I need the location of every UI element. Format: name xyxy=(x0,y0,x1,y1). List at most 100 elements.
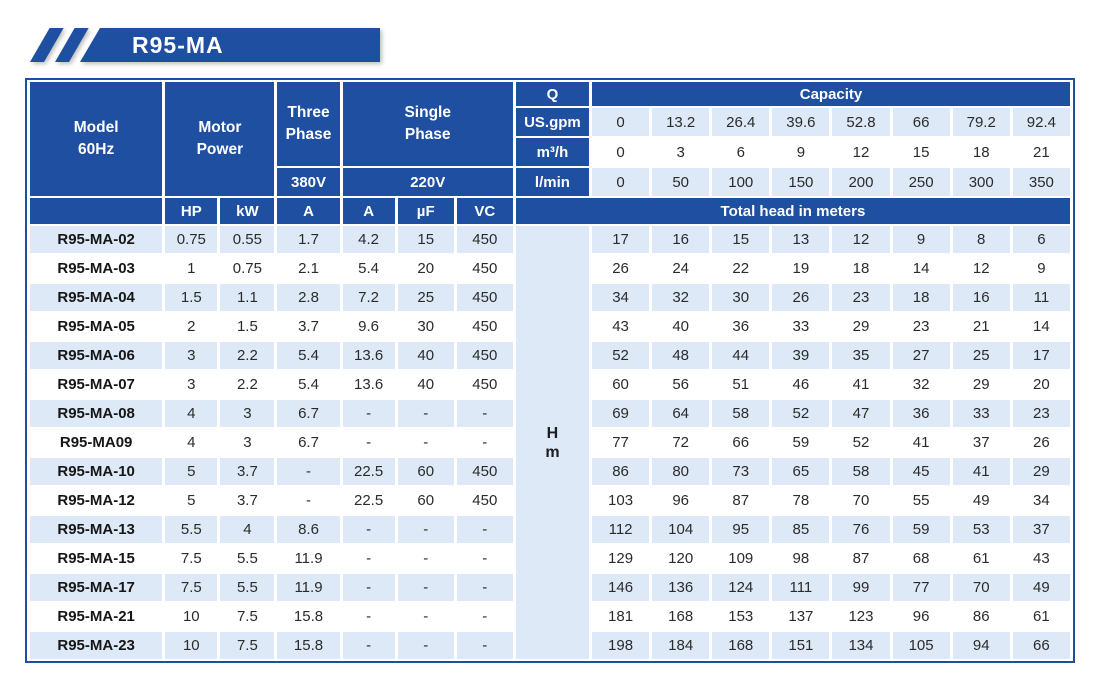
spec-value-cell: 15.8 xyxy=(293,608,324,625)
head-value-cell: 96 xyxy=(912,608,930,625)
spec-value-cell: 40 xyxy=(397,342,454,369)
spec-value-cell: - xyxy=(342,516,395,543)
flow-unit-label: l/min xyxy=(515,168,589,196)
subheader-a-220: A xyxy=(342,198,395,224)
head-value-cell: 151 xyxy=(772,632,830,659)
head-value-cell: 11 xyxy=(1012,284,1070,311)
head-value-cell: 44 xyxy=(712,342,770,369)
head-value-cell: 41 xyxy=(852,376,870,393)
spec-value-cell: 7.2 xyxy=(342,284,395,311)
spec-value-cell: - xyxy=(342,400,395,427)
single-phase-header-cell: Single Phase xyxy=(342,82,513,166)
spec-value-cell: - xyxy=(456,400,513,427)
capacity-value-cell: 92.4 xyxy=(1012,108,1070,136)
head-value-cell: 26 xyxy=(612,260,629,277)
motor-power-header-cell: Motor Power xyxy=(165,82,275,196)
head-value-cell: 69 xyxy=(592,400,650,427)
model-cell: R95-MA-13 xyxy=(30,516,163,543)
capacity-value-cell: 0 xyxy=(592,168,650,196)
spec-value-cell: 450 xyxy=(456,226,513,253)
spec-value-cell: 5 xyxy=(187,492,196,509)
subheader-uf: µF xyxy=(397,198,454,224)
head-value-cell: 40 xyxy=(672,318,689,335)
capacity-value-cell: 9 xyxy=(796,143,806,161)
head-value-cell: 29 xyxy=(972,376,990,393)
head-value-cell: 46 xyxy=(792,376,810,393)
spec-value-cell: 20 xyxy=(417,260,435,277)
head-value-cell: 24 xyxy=(672,260,689,277)
head-value-cell: 87 xyxy=(732,492,750,509)
head-value-cell: 45 xyxy=(892,458,950,485)
capacity-value-cell: 12 xyxy=(852,143,870,161)
head-value-cell: 168 xyxy=(668,608,694,625)
table-row: R95-MA-05 2 1.5 3.7 9.6 30 450 43 40 36 33 29 23 21 14 xyxy=(30,313,1070,340)
model-cell: R95-MA-12 xyxy=(57,492,135,509)
head-value-cell: 33 xyxy=(952,400,1010,427)
capacity-value-cell: 21 xyxy=(1033,143,1050,161)
head-value-cell: 109 xyxy=(728,550,754,567)
spec-value-cell: 7.5 xyxy=(236,608,258,625)
model-header-cell: Model 60Hz xyxy=(30,82,163,196)
spec-value-cell: - xyxy=(397,400,454,427)
head-value-cell: 73 xyxy=(712,458,770,485)
spec-value-cell: 450 xyxy=(456,458,513,485)
three-phase-line1: Three xyxy=(287,104,330,121)
head-value-cell: 94 xyxy=(952,632,1010,659)
spec-value-cell: - xyxy=(456,632,513,659)
model-cell: R95-MA-07 xyxy=(57,376,135,393)
head-value-cell: 61 xyxy=(972,550,990,567)
spec-value-cell: - xyxy=(277,458,340,485)
spec-value-cell: 8.6 xyxy=(277,516,340,543)
head-value-cell: 168 xyxy=(712,632,770,659)
spec-value-cell: 7.5 xyxy=(180,550,202,567)
head-unit-line1: H xyxy=(546,424,559,442)
spec-value-cell: 3.7 xyxy=(298,318,319,335)
head-value-cell: 153 xyxy=(728,608,754,625)
subheader-row: HP kW A A µF VC Total head in meters xyxy=(30,198,1070,224)
head-value-cell: 70 xyxy=(852,492,870,509)
table-row: R95-MA-03 1 0.75 2.1 5.4 20 450 26 24 22 19 18 14 12 9 xyxy=(30,255,1070,282)
head-value-cell: 23 xyxy=(912,318,930,335)
head-value-cell: 27 xyxy=(892,342,950,369)
head-value-cell: 23 xyxy=(1012,400,1070,427)
head-value-cell: 39 xyxy=(772,342,830,369)
model-cell: R95-MA-04 xyxy=(30,284,163,311)
motor-header-line2: Power xyxy=(196,141,244,158)
spec-value-cell: - xyxy=(397,516,454,543)
spec-value-cell: - xyxy=(397,574,454,601)
head-value-cell: 14 xyxy=(912,260,930,277)
spec-value-cell: 7.5 xyxy=(220,632,275,659)
spec-value-cell: 450 xyxy=(472,492,498,509)
head-value-cell: 34 xyxy=(592,284,650,311)
head-value-cell: 103 xyxy=(608,492,634,509)
spec-value-cell: - xyxy=(423,608,429,625)
spec-value-cell: 2 xyxy=(187,318,196,335)
head-value-cell: 136 xyxy=(652,574,710,601)
head-value-cell: 96 xyxy=(672,492,689,509)
capacity-value-cell: 0 xyxy=(616,143,625,161)
spec-value-cell: 3 xyxy=(243,434,252,451)
spec-value-cell: - xyxy=(482,550,488,567)
head-unit-line2: m xyxy=(545,443,560,461)
spec-value-cell: 30 xyxy=(417,318,435,335)
head-value-cell: 34 xyxy=(1033,492,1050,509)
head-value-cell: 65 xyxy=(772,458,830,485)
spec-value-cell: - xyxy=(366,608,372,625)
spec-value-cell: 4 xyxy=(220,516,275,543)
voltage-220-cell: 220V xyxy=(342,168,513,196)
spec-value-cell: 15.8 xyxy=(277,632,340,659)
head-value-cell: 26 xyxy=(772,284,830,311)
head-value-cell: 29 xyxy=(1012,458,1070,485)
head-value-cell: 181 xyxy=(608,608,634,625)
head-value-cell: 66 xyxy=(1012,632,1070,659)
model-cell: R95-MA-15 xyxy=(57,550,135,567)
spec-value-cell: 3.7 xyxy=(220,458,275,485)
head-value-cell: 12 xyxy=(972,260,990,277)
model-cell: R95-MA09 xyxy=(59,434,133,451)
head-value-cell: 29 xyxy=(852,318,870,335)
head-value-cell: 76 xyxy=(832,516,890,543)
spec-value-cell: 4 xyxy=(165,400,218,427)
table-row: R95-MA09 4 3 6.7 - - - 77 72 66 59 52 41 37 26 xyxy=(30,429,1070,456)
single-phase-line1: Single xyxy=(404,104,451,121)
